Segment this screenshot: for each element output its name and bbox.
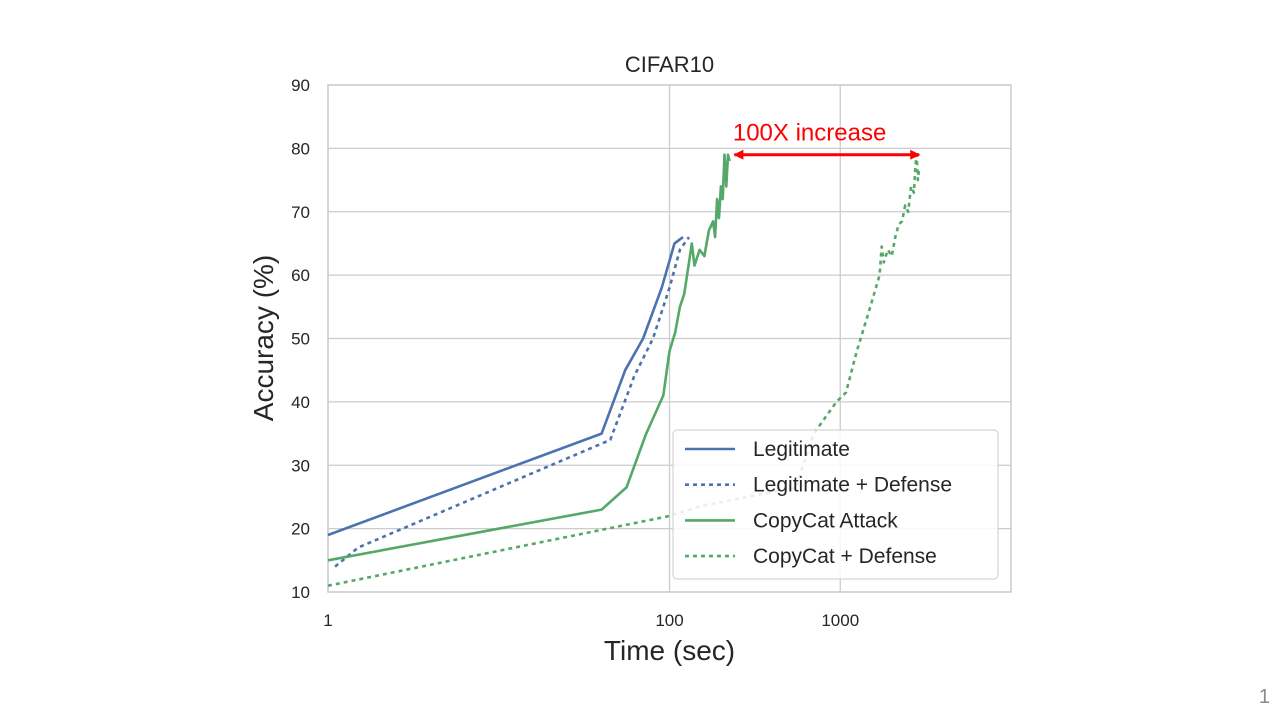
y-tick-label: 60 [291,266,310,285]
y-tick-label: 70 [291,203,310,222]
tick-labels: 10 20 30 40 50 60 70 80 90 1 100 1000 [291,76,859,630]
y-tick-label: 90 [291,76,310,95]
y-tick-label: 40 [291,393,310,412]
legend-label: CopyCat Attack [753,509,898,532]
series-line-2 [334,236,691,568]
y-tick-label: 50 [291,330,310,349]
x-tick-label: 1 [323,611,332,630]
annotation: 100X increase [733,120,921,160]
increase-annotation: 100X increase [733,120,886,147]
legend-label: Legitimate [753,438,850,461]
chart-title: CIFAR10 [625,52,714,77]
y-tick-label: 10 [291,583,310,602]
y-tick-label: 20 [291,520,310,539]
x-tick-label: 1000 [821,611,859,630]
series-layer [327,153,921,587]
legend-label: Legitimate + Defense [753,474,952,497]
legend-label: CopyCat + Defense [753,545,937,568]
y-tick-label: 30 [291,456,310,475]
series-line-3 [327,153,731,562]
series-line-1 [327,236,684,537]
slide-number: 1 [1258,686,1270,708]
plot-frame [327,84,1012,593]
series-line-4 [327,153,921,587]
legend: Legitimate Legitimate + Defense CopyCat At… [672,429,999,580]
y-tick-label: 80 [291,139,310,158]
legend-box [672,429,999,580]
x-tick-label: 100 [655,611,683,630]
x-axis-label: Time (sec) [604,635,735,666]
y-axis-label: Accuracy (%) [248,255,279,421]
